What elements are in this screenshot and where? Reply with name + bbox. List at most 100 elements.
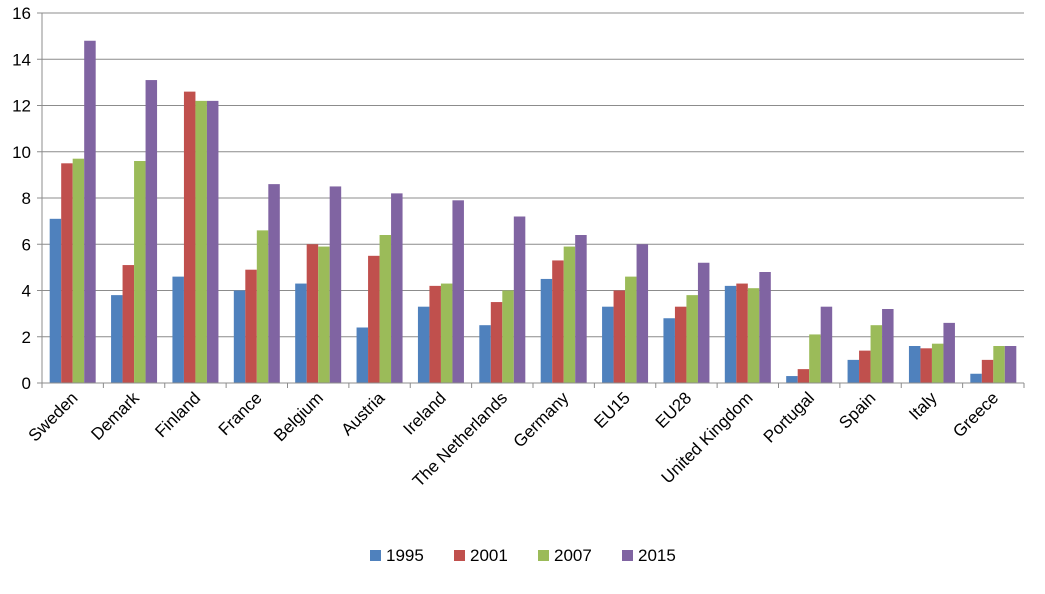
bar-1995-eu15 — [602, 306, 614, 383]
bar-2015-italy — [943, 322, 955, 383]
bar-2001-eu28 — [674, 306, 687, 383]
bar-2007-finland — [195, 100, 207, 383]
bar-2007-italy — [931, 343, 944, 383]
bar-1995-finland — [172, 276, 184, 383]
bar-1995-austria — [356, 327, 369, 383]
x-tick-label: Demark — [87, 388, 143, 444]
y-tick-label: 14 — [12, 50, 31, 69]
legend-swatch — [370, 550, 381, 561]
bar-2001-the-netherlands — [490, 302, 503, 383]
y-tick-label: 12 — [12, 97, 31, 116]
legend-swatch — [538, 550, 549, 561]
bar-1995-eu28 — [663, 318, 675, 383]
bar-2007-belgium — [318, 246, 330, 383]
bar-2001-finland — [183, 91, 196, 383]
bar-2001-united-kingdom — [736, 283, 748, 383]
bar-2015-greece — [1004, 346, 1017, 383]
legend-label: 1995 — [386, 546, 424, 565]
x-tick-label: Sweden — [25, 388, 82, 445]
bar-2007-united-kingdom — [747, 288, 760, 383]
x-tick-label: Belgium — [270, 388, 327, 445]
bar-1995-demark — [111, 295, 123, 383]
legend-label: 2015 — [638, 546, 676, 565]
y-tick-labels: 0 2 4 6 8 10 12 14 16 — [12, 4, 31, 393]
bar-1995-spain — [847, 359, 860, 383]
bar-2015-united-kingdom — [759, 272, 771, 383]
bar-2001-austria — [368, 255, 380, 383]
x-tick-label: Ireland — [400, 388, 450, 438]
bar-2015-eu28 — [697, 262, 710, 383]
bar-2001-portugal — [797, 369, 810, 383]
y-tick-label: 4 — [22, 282, 31, 301]
x-tick-label: France — [215, 388, 266, 439]
x-tick-label: Finland — [151, 388, 204, 441]
y-tick-label: 16 — [12, 4, 31, 23]
x-tick-label: Greece — [949, 388, 1002, 441]
bar-1995-sweden — [49, 218, 62, 383]
legend: 1995 2001 2007 2015 — [370, 546, 676, 565]
x-tick-label: Italy — [905, 388, 941, 424]
bar-2015-eu15 — [636, 244, 649, 383]
bar-1995-portugal — [786, 376, 798, 383]
bar-2015-spain — [882, 309, 894, 383]
bar-2001-germany — [552, 260, 564, 383]
bar-2015-portugal — [820, 306, 833, 383]
y-tick-label: 6 — [22, 235, 31, 254]
legend-label: 2007 — [554, 546, 592, 565]
bar-2007-portugal — [809, 334, 821, 383]
axes — [37, 12, 1025, 388]
bar-2007-eu15 — [625, 276, 637, 383]
bar-2007-ireland — [440, 283, 453, 383]
bar-1995-united-kingdom — [724, 285, 737, 383]
bar-1995-the-netherlands — [479, 325, 491, 383]
bars — [49, 40, 1017, 383]
y-tick-label: 0 — [22, 374, 31, 393]
bar-1995-germany — [540, 278, 553, 383]
y-tick-label: 10 — [12, 143, 31, 162]
bar-2015-belgium — [329, 186, 342, 383]
x-tick-label: Portugal — [760, 388, 818, 446]
legend-item: 1995 — [370, 546, 424, 565]
bar-2015-austria — [391, 193, 403, 383]
bar-2015-france — [268, 184, 280, 383]
x-tick-label: Spain — [835, 388, 879, 432]
bar-2007-sweden — [72, 158, 85, 383]
bar-2001-demark — [122, 265, 135, 383]
bar-2001-sweden — [61, 163, 73, 383]
bar-2001-italy — [920, 348, 932, 383]
x-tick-label: Austria — [338, 388, 389, 439]
x-tick-labels: Sweden Demark Finland France Belgium Austria I… — [25, 388, 1003, 491]
bar-2015-sweden — [84, 40, 96, 383]
bar-2015-germany — [575, 235, 587, 383]
y-tick-label: 2 — [22, 328, 31, 347]
legend-swatch — [454, 550, 465, 561]
bar-2001-spain — [859, 350, 871, 383]
bar-2001-greece — [981, 359, 994, 383]
bar-2001-belgium — [306, 244, 319, 383]
legend-swatch — [622, 550, 633, 561]
bar-2007-france — [256, 230, 269, 383]
bar-2007-greece — [993, 346, 1005, 383]
bar-2001-france — [245, 269, 257, 383]
bar-2007-spain — [870, 325, 883, 383]
bar-2007-austria — [379, 235, 392, 383]
bar-2015-the-netherlands — [513, 216, 526, 383]
bar-2007-germany — [563, 246, 576, 383]
bar-1995-greece — [970, 373, 982, 383]
x-tick-label: Germany — [510, 388, 573, 451]
bar-2007-eu28 — [686, 295, 698, 383]
legend-label: 2001 — [470, 546, 508, 565]
bar-2015-ireland — [452, 200, 464, 383]
bar-1995-belgium — [295, 283, 307, 383]
legend-item: 2001 — [454, 546, 508, 565]
bar-1995-france — [233, 290, 246, 383]
bar-2001-ireland — [429, 285, 441, 383]
y-tick-label: 8 — [22, 189, 31, 208]
legend-item: 2015 — [622, 546, 676, 565]
bar-2001-eu15 — [613, 290, 626, 383]
bar-2015-demark — [145, 80, 158, 383]
bar-1995-ireland — [417, 306, 430, 383]
bar-2007-demark — [134, 161, 146, 383]
